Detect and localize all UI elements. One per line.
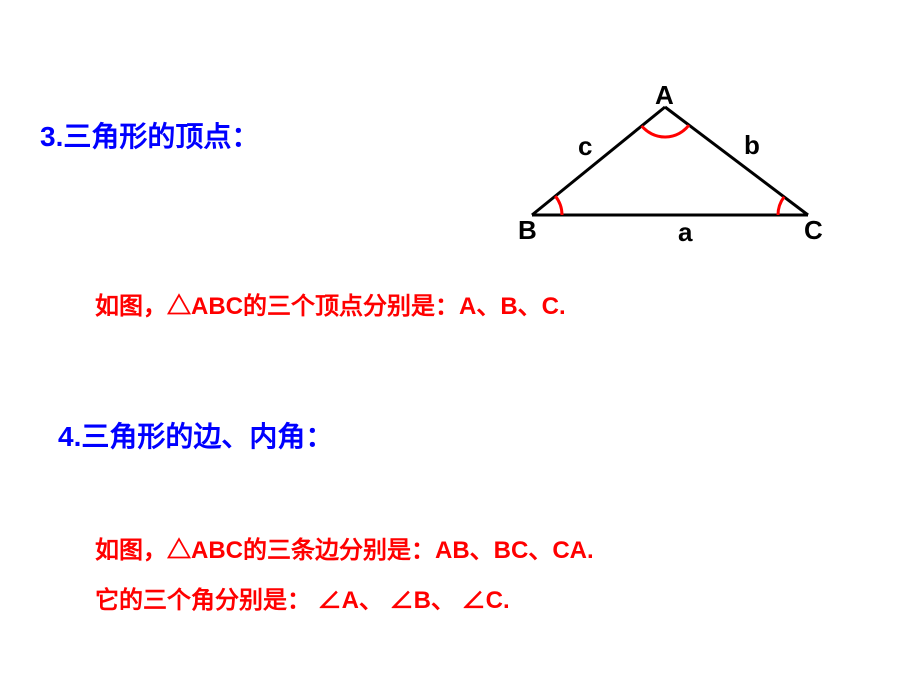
- section3-heading: 3.三角形的顶点：: [40, 115, 259, 155]
- angle-b-arc: [555, 196, 562, 215]
- section4-body-2: 它的三个角分别是： ∠A、 ∠B、 ∠C.: [95, 580, 510, 615]
- label-vertex-b: B: [518, 215, 537, 246]
- label-vertex-a: A: [655, 80, 674, 111]
- angle-c-arc: [778, 197, 784, 215]
- slide-page: 3.三角形的顶点： A B C a b c 如图，△ABC的三个顶点分别是：A、…: [0, 0, 920, 690]
- label-side-c: c: [578, 131, 592, 162]
- section4-body-1: 如图，△ABC的三条边分别是：AB、BC、CA.: [95, 530, 594, 565]
- label-side-a: a: [678, 217, 692, 248]
- triangle-diagram: A B C a b c: [520, 95, 840, 265]
- label-side-b: b: [744, 130, 760, 161]
- label-vertex-c: C: [804, 215, 823, 246]
- section3-body: 如图，△ABC的三个顶点分别是：A、B、C.: [95, 286, 566, 321]
- side-c: [532, 107, 665, 215]
- section4-heading: 4.三角形的边、内角：: [58, 415, 333, 455]
- side-b: [665, 107, 808, 215]
- angle-a-arc: [642, 125, 689, 137]
